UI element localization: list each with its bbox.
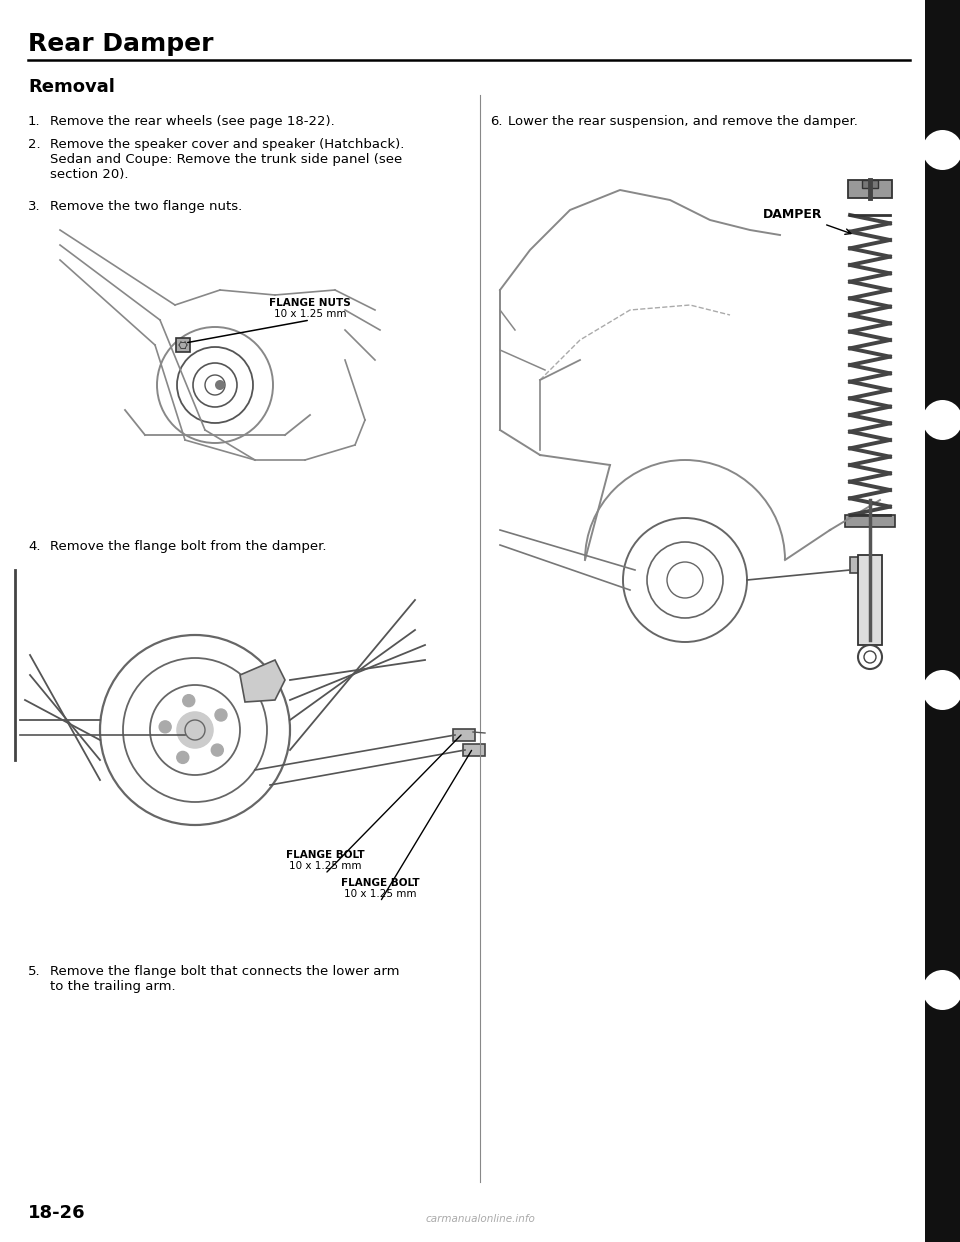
- Bar: [453, 729, 475, 741]
- Text: 1.: 1.: [28, 116, 40, 128]
- Text: Removal: Removal: [28, 78, 115, 96]
- Circle shape: [177, 751, 189, 764]
- Text: Remove the two flange nuts.: Remove the two flange nuts.: [50, 200, 242, 212]
- Circle shape: [211, 744, 224, 756]
- Text: Lower the rear suspension, and remove the damper.: Lower the rear suspension, and remove th…: [508, 116, 858, 128]
- Circle shape: [923, 400, 960, 440]
- Circle shape: [923, 669, 960, 710]
- Bar: [463, 744, 485, 756]
- Text: 3.: 3.: [28, 200, 40, 212]
- Text: Remove the flange bolt that connects the lower arm
to the trailing arm.: Remove the flange bolt that connects the…: [50, 965, 399, 994]
- Text: FLANGE BOLT: FLANGE BOLT: [286, 850, 364, 859]
- Bar: [176, 338, 190, 351]
- Text: 5.: 5.: [28, 965, 40, 977]
- Text: FLANGE BOLT: FLANGE BOLT: [341, 878, 420, 888]
- Circle shape: [159, 720, 171, 733]
- Text: FLANGE NUTS: FLANGE NUTS: [269, 298, 350, 308]
- Text: Rear Damper: Rear Damper: [28, 32, 213, 56]
- Circle shape: [215, 380, 225, 390]
- Bar: [858, 555, 882, 645]
- Bar: [925, 0, 960, 1242]
- Circle shape: [182, 694, 195, 707]
- Text: carmanualonline.info: carmanualonline.info: [425, 1213, 535, 1225]
- Text: Remove the rear wheels (see page 18-22).: Remove the rear wheels (see page 18-22).: [50, 116, 335, 128]
- Text: Remove the speaker cover and speaker (Hatchback).
Sedan and Coupe: Remove the tr: Remove the speaker cover and speaker (Ha…: [50, 138, 404, 181]
- Bar: [850, 556, 872, 573]
- Text: Remove the flange bolt from the damper.: Remove the flange bolt from the damper.: [50, 540, 326, 553]
- Text: 4.: 4.: [28, 540, 40, 553]
- Bar: [845, 515, 895, 527]
- Circle shape: [177, 712, 213, 748]
- Polygon shape: [240, 660, 285, 702]
- Text: 6.: 6.: [490, 116, 502, 128]
- Bar: [848, 180, 892, 197]
- Text: DAMPER: DAMPER: [762, 207, 822, 221]
- Circle shape: [923, 970, 960, 1010]
- Circle shape: [215, 709, 227, 722]
- Circle shape: [923, 130, 960, 170]
- Text: 10 x 1.25 mm: 10 x 1.25 mm: [289, 861, 361, 871]
- Text: 2.: 2.: [28, 138, 40, 152]
- Bar: [862, 180, 878, 188]
- Text: 10 x 1.25 mm: 10 x 1.25 mm: [344, 889, 417, 899]
- Text: 10 x 1.25 mm: 10 x 1.25 mm: [274, 309, 347, 319]
- Text: 18-26: 18-26: [28, 1203, 85, 1222]
